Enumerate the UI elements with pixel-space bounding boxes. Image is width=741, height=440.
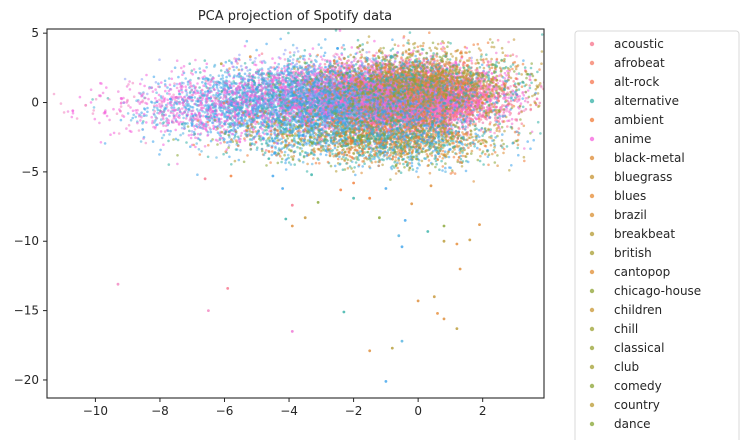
data-point [459, 66, 462, 70]
data-point [520, 122, 524, 125]
data-point [522, 109, 526, 113]
data-point [515, 72, 518, 76]
data-point [486, 60, 490, 63]
data-point [514, 118, 517, 121]
data-point [469, 117, 473, 120]
data-point [522, 94, 526, 97]
data-point [466, 125, 469, 129]
data-point [481, 121, 485, 125]
data-point [524, 107, 528, 111]
chart-title: PCA projection of Spotify data [198, 9, 392, 24]
data-point [538, 101, 542, 105]
data-point [497, 74, 501, 78]
data-point [510, 117, 514, 121]
data-point [528, 84, 531, 87]
data-point [489, 60, 493, 63]
data-point [498, 79, 502, 83]
data-point [521, 91, 524, 95]
data-point [507, 119, 511, 122]
data-point [529, 108, 532, 112]
data-point [526, 89, 530, 92]
data-point [526, 100, 530, 104]
data-point [493, 116, 497, 120]
data-point [485, 82, 489, 86]
scatter-points [52, 29, 544, 383]
data-point [397, 44, 400, 48]
data-point [497, 120, 501, 123]
